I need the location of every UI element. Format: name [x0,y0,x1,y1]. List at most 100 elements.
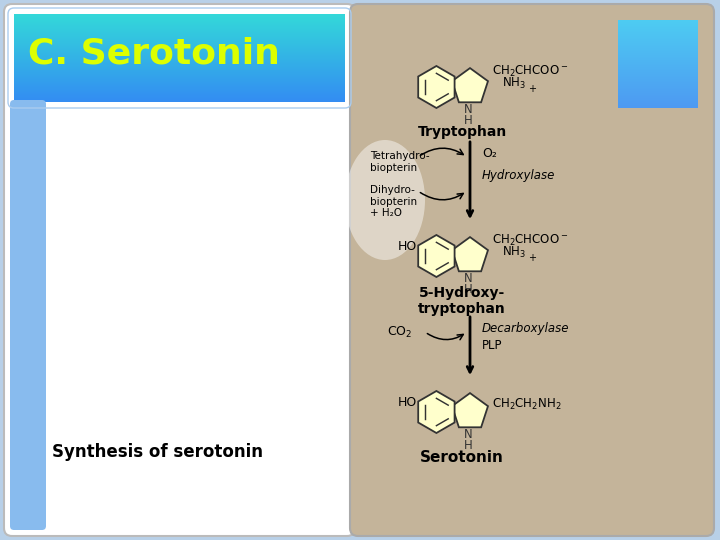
Bar [618,46,698,47]
Bar [14,31,345,32]
Bar [618,74,698,75]
Polygon shape [452,68,488,102]
Bar [14,32,345,33]
Text: $\mathregular{NH_3}$: $\mathregular{NH_3}$ [502,245,526,260]
Bar [14,73,345,74]
Bar [14,87,345,88]
Bar [618,107,698,108]
Bar [618,41,698,42]
Ellipse shape [345,140,425,260]
Bar [14,29,345,30]
Bar [14,25,345,26]
Bar [618,57,698,58]
Bar [14,58,345,59]
Bar [618,95,698,96]
Bar [618,101,698,102]
Bar [14,41,345,42]
Text: $\mathregular{CH_2CHCOO^-}$: $\mathregular{CH_2CHCOO^-}$ [492,63,568,78]
Bar [618,38,698,39]
Text: Hydroxylase: Hydroxylase [482,169,555,182]
Bar [14,79,345,80]
Bar [618,99,698,100]
Bar [618,86,698,87]
Bar [14,33,345,34]
Text: $\mathregular{CH_2CHCOO^-}$: $\mathregular{CH_2CHCOO^-}$ [492,232,568,247]
Bar [14,40,345,41]
Text: PLP: PLP [482,339,503,352]
Bar [618,104,698,105]
Bar [14,39,345,40]
Bar [14,57,345,58]
Bar [618,85,698,86]
Bar [618,20,698,21]
Bar [14,28,345,29]
Bar [14,86,345,87]
Text: Tetrahydro-
biopterin: Tetrahydro- biopterin [370,151,430,173]
Bar [618,36,698,37]
Bar [618,94,698,95]
Text: N: N [464,272,472,285]
Bar [14,53,345,54]
Bar [618,49,698,50]
Bar [618,28,698,29]
Bar [618,27,698,28]
Bar [14,34,345,35]
Text: HO: HO [398,240,418,253]
Bar [618,77,698,78]
Bar [618,32,698,33]
FancyBboxPatch shape [350,4,714,536]
Bar [14,101,345,102]
Polygon shape [452,393,488,427]
Bar [14,77,345,78]
Bar [14,68,345,69]
Bar [14,89,345,90]
Bar [14,93,345,94]
Bar [14,83,345,84]
Bar [14,76,345,77]
Bar [618,76,698,77]
FancyBboxPatch shape [10,100,46,530]
Text: Serotonin: Serotonin [420,449,504,464]
Bar [618,53,698,54]
Bar [618,39,698,40]
Bar [14,55,345,56]
Bar [618,81,698,82]
Bar [618,43,698,44]
Bar [618,83,698,84]
Bar [618,64,698,65]
Bar [14,48,345,49]
Bar [14,81,345,82]
Bar [618,24,698,25]
Text: $\mathregular{CO_2}$: $\mathregular{CO_2}$ [387,325,413,340]
Bar [14,84,345,85]
Bar [14,23,345,24]
Text: C. Serotonin: C. Serotonin [28,36,280,70]
Bar [618,72,698,73]
Bar [14,26,345,27]
Bar [14,43,345,44]
Bar [618,45,698,46]
Bar [618,68,698,69]
Bar [14,72,345,73]
Bar [618,44,698,45]
Bar [618,40,698,41]
Text: H: H [464,282,472,295]
Bar [618,89,698,90]
Text: N: N [464,103,472,116]
Bar [618,23,698,24]
Bar [14,94,345,95]
Bar [14,42,345,43]
Bar [14,98,345,99]
Bar [14,66,345,67]
Text: H: H [464,438,472,451]
Bar [14,63,345,64]
Bar [14,14,345,15]
Polygon shape [418,66,454,108]
Text: 5-Hydroxy-
tryptophan: 5-Hydroxy- tryptophan [418,286,506,316]
Polygon shape [418,391,454,433]
Bar [14,75,345,76]
Bar [14,71,345,72]
Bar [14,56,345,57]
Bar [14,97,345,98]
Bar [618,70,698,71]
